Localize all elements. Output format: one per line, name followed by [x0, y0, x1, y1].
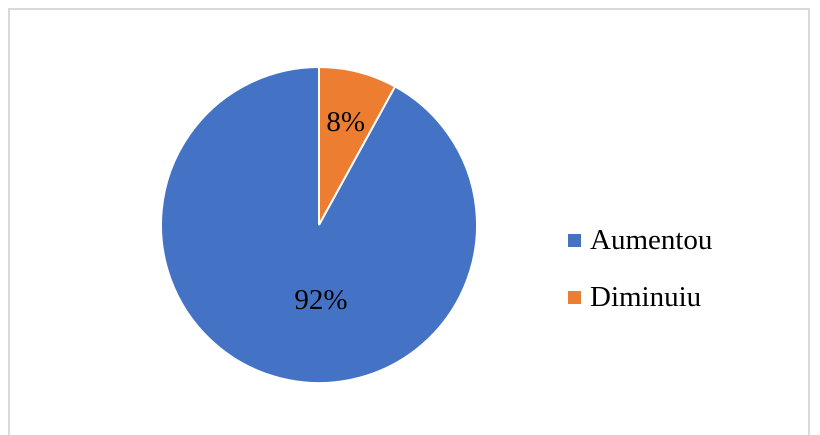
data-label-diminuiu: 8%	[326, 106, 365, 138]
legend-item-aumentou: Aumentou	[568, 218, 712, 262]
legend-label-aumentou: Aumentou	[590, 223, 713, 256]
legend: Aumentou Diminuiu	[568, 218, 712, 332]
pie-slice-aumentou	[160, 65, 478, 384]
data-label-aumentou: 92%	[294, 284, 347, 316]
legend-swatch-aumentou	[568, 233, 581, 247]
legend-item-diminuiu: Diminuiu	[568, 275, 712, 319]
legend-swatch-diminuiu	[568, 290, 581, 304]
legend-label-diminuiu: Diminuiu	[590, 280, 702, 313]
